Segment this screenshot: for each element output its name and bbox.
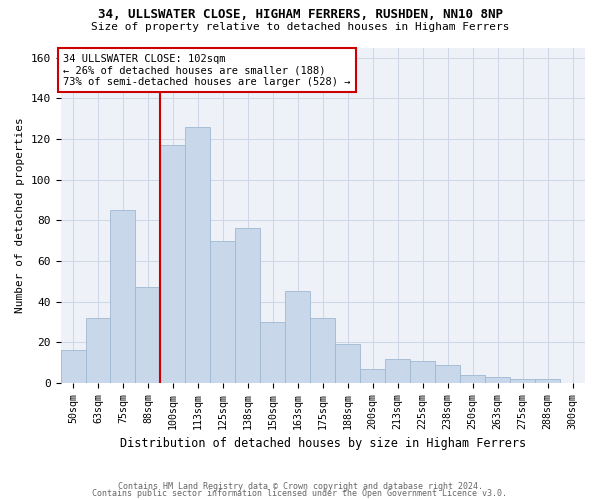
- X-axis label: Distribution of detached houses by size in Higham Ferrers: Distribution of detached houses by size …: [120, 437, 526, 450]
- Bar: [185, 127, 211, 383]
- Bar: [136, 288, 160, 383]
- Bar: [410, 360, 435, 383]
- Y-axis label: Number of detached properties: Number of detached properties: [15, 118, 25, 313]
- Text: Contains HM Land Registry data © Crown copyright and database right 2024.: Contains HM Land Registry data © Crown c…: [118, 482, 482, 491]
- Bar: [435, 364, 460, 383]
- Bar: [335, 344, 360, 383]
- Text: 34, ULLSWATER CLOSE, HIGHAM FERRERS, RUSHDEN, NN10 8NP: 34, ULLSWATER CLOSE, HIGHAM FERRERS, RUS…: [97, 8, 503, 20]
- Bar: [86, 318, 110, 383]
- Text: Size of property relative to detached houses in Higham Ferrers: Size of property relative to detached ho…: [91, 22, 509, 32]
- Bar: [61, 350, 86, 383]
- Bar: [260, 322, 286, 383]
- Bar: [385, 358, 410, 383]
- Bar: [510, 379, 535, 383]
- Bar: [310, 318, 335, 383]
- Bar: [485, 377, 510, 383]
- Bar: [360, 368, 385, 383]
- Bar: [535, 379, 560, 383]
- Bar: [160, 145, 185, 383]
- Bar: [211, 240, 235, 383]
- Text: 34 ULLSWATER CLOSE: 102sqm
← 26% of detached houses are smaller (188)
73% of sem: 34 ULLSWATER CLOSE: 102sqm ← 26% of deta…: [63, 54, 350, 87]
- Bar: [235, 228, 260, 383]
- Bar: [286, 292, 310, 383]
- Text: Contains public sector information licensed under the Open Government Licence v3: Contains public sector information licen…: [92, 490, 508, 498]
- Bar: [460, 375, 485, 383]
- Bar: [110, 210, 136, 383]
